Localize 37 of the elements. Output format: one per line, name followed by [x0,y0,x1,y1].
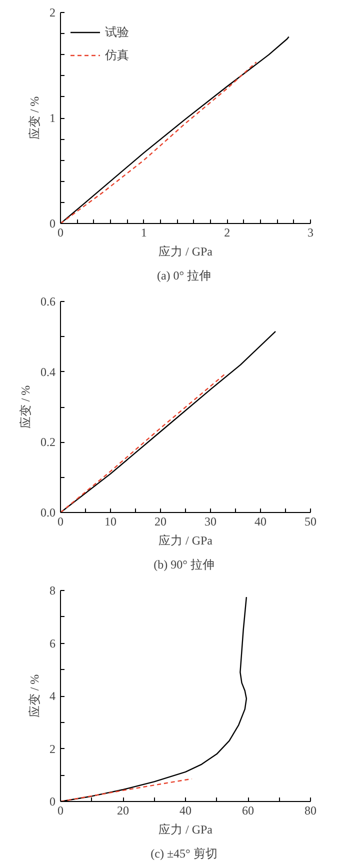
x-tick-label: 10 [104,514,116,528]
x-tick-label: 3 [308,226,314,240]
text: (a) 0° 拉伸 [156,268,212,282]
legend-label: 试验 [105,24,129,40]
x-tick-label: 20 [117,804,129,818]
legend-label: 仿真 [105,46,129,64]
y-tick-label: 0.2 [40,435,56,450]
x-tick-label: 60 [242,804,254,818]
y-tick-label: 2 [50,742,56,756]
y-tick-label: 8 [50,584,56,598]
y-tick-label: 0.0 [40,506,56,520]
x-axis-title: 应力 / GPa [158,822,214,836]
y-tick-label: 0.6 [40,294,56,308]
x-tick-label: 40 [180,804,192,818]
x-axis-title: 应力 / GPa [158,244,214,258]
y-axis-title: 应变 / % [28,674,42,718]
x-tick-label: 40 [254,514,266,528]
y-tick-label: 0 [50,216,56,230]
x-tick-label: 50 [304,514,316,528]
text: (b) 90° 拉伸 [154,558,214,572]
y-tick-label: 4 [50,689,56,703]
y-tick-label: 1 [50,111,56,125]
text: (c) ±45° 剪切 [150,846,218,860]
y-tick-label: 0.4 [40,364,56,379]
y-tick-label: 0 [50,794,56,808]
y-tick-label: 2 [50,6,56,20]
x-tick-label: 80 [304,804,316,818]
x-axis-title: 应力 / GPa [158,534,214,548]
line-series [60,61,257,224]
line-series [60,372,226,512]
y-tick-label: 6 [50,636,56,650]
x-tick-label: 1 [140,226,147,240]
x-tick-label: 20 [154,514,166,528]
x-tick-label: 30 [204,514,216,528]
y-axis-title: 应变 / % [28,96,42,140]
y-axis-title: 应变 / % [18,385,32,429]
x-tick-label: 2 [224,226,230,240]
